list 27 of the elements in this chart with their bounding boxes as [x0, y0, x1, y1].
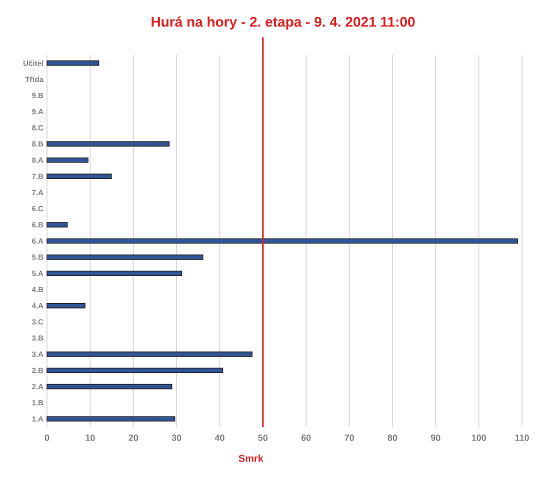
x-tick-label: 40: [214, 434, 224, 441]
x-tick-label: 30: [172, 434, 182, 441]
bar: [46, 141, 170, 147]
bar: [46, 60, 100, 66]
bar: [46, 384, 172, 390]
bar: [46, 238, 518, 244]
x-tick-label: 70: [344, 434, 354, 441]
x-tick-label: 20: [128, 434, 138, 441]
bar: [46, 303, 86, 308]
x-tick-label: 10: [86, 434, 95, 441]
bar: [46, 416, 176, 422]
bar: [46, 352, 253, 357]
x-tick-label: 60: [301, 434, 311, 441]
bar: [46, 368, 224, 374]
bar: [46, 222, 68, 228]
x-tick-label: 0: [44, 434, 50, 441]
chart-title: Hurá na hory - 2. etapa - 9. 4. 2021 11:00: [152, 16, 415, 30]
bar: [46, 174, 112, 179]
x-tick-label: 80: [388, 434, 398, 441]
x-tick-label: 100: [472, 434, 486, 441]
ref-line-label: Smrk: [238, 454, 264, 462]
x-tick-label: 110: [515, 434, 529, 441]
bar: [46, 254, 204, 260]
x-tick-label: 90: [430, 434, 440, 441]
x-tick-label: 50: [258, 434, 268, 441]
bar: [46, 157, 88, 163]
bar: [46, 270, 182, 276]
